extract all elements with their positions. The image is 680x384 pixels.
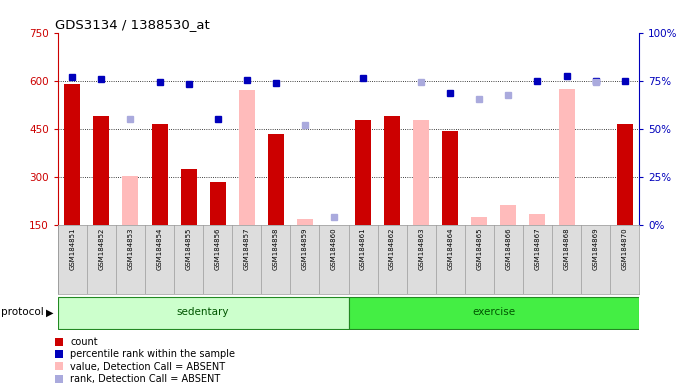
Bar bbox=[471, 217, 488, 225]
Bar bbox=[268, 134, 284, 225]
Bar bbox=[384, 116, 400, 225]
Bar bbox=[239, 89, 255, 225]
Text: GSM184866: GSM184866 bbox=[505, 227, 511, 270]
Bar bbox=[500, 205, 516, 225]
Text: GSM184859: GSM184859 bbox=[302, 227, 308, 270]
Bar bbox=[348, 297, 639, 328]
Text: GSM184870: GSM184870 bbox=[622, 227, 628, 270]
Text: GSM184862: GSM184862 bbox=[389, 227, 395, 270]
Bar bbox=[297, 219, 313, 225]
Text: protocol: protocol bbox=[1, 307, 44, 317]
Bar bbox=[93, 116, 109, 225]
Bar bbox=[530, 214, 545, 225]
Bar bbox=[65, 84, 80, 225]
Text: GSM184853: GSM184853 bbox=[127, 227, 133, 270]
Text: GSM184857: GSM184857 bbox=[243, 227, 250, 270]
Text: GSM184864: GSM184864 bbox=[447, 227, 454, 270]
Bar bbox=[58, 297, 348, 328]
Bar bbox=[355, 120, 371, 225]
Text: GSM184869: GSM184869 bbox=[592, 227, 598, 270]
Text: GSM184863: GSM184863 bbox=[418, 227, 424, 270]
Text: ▶: ▶ bbox=[46, 307, 54, 317]
Text: GSM184856: GSM184856 bbox=[215, 227, 221, 270]
Bar bbox=[181, 169, 197, 225]
Text: GSM184852: GSM184852 bbox=[99, 227, 105, 270]
Bar bbox=[413, 120, 429, 225]
Text: GSM184865: GSM184865 bbox=[476, 227, 482, 270]
Text: GDS3134 / 1388530_at: GDS3134 / 1388530_at bbox=[55, 18, 209, 31]
Text: GSM184854: GSM184854 bbox=[156, 227, 163, 270]
Text: GSM184851: GSM184851 bbox=[69, 227, 75, 270]
Bar bbox=[442, 131, 458, 225]
Text: GSM184855: GSM184855 bbox=[186, 227, 192, 270]
Text: sedentary: sedentary bbox=[177, 307, 229, 317]
Text: exercise: exercise bbox=[473, 307, 515, 317]
Bar bbox=[122, 176, 139, 225]
Bar bbox=[558, 89, 575, 225]
Text: GSM184861: GSM184861 bbox=[360, 227, 366, 270]
Legend: count, percentile rank within the sample, value, Detection Call = ABSENT, rank, : count, percentile rank within the sample… bbox=[56, 337, 235, 384]
Text: GSM184867: GSM184867 bbox=[534, 227, 541, 270]
Bar bbox=[209, 182, 226, 225]
Bar bbox=[617, 124, 632, 225]
Bar bbox=[152, 124, 167, 225]
Text: GSM184858: GSM184858 bbox=[273, 227, 279, 270]
Text: GSM184868: GSM184868 bbox=[564, 227, 570, 270]
Text: GSM184860: GSM184860 bbox=[331, 227, 337, 270]
